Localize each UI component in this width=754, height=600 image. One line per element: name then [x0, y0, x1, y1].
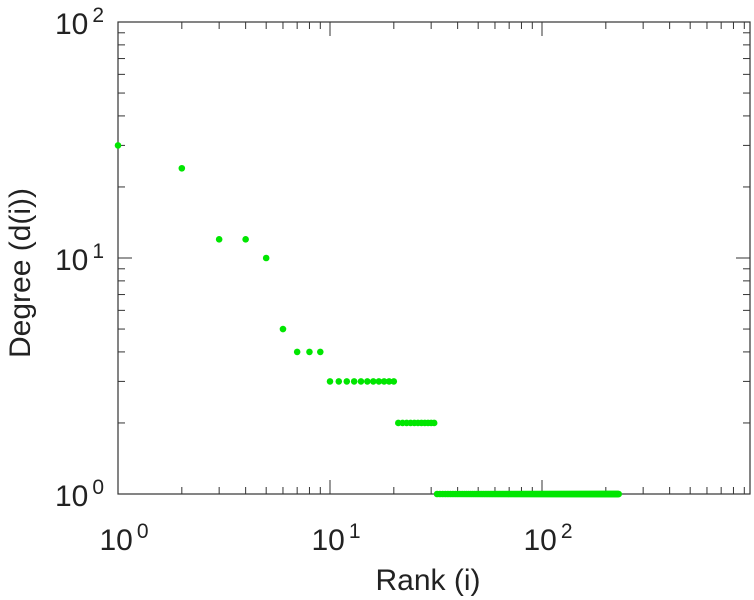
x-axis-label: Rank (i): [375, 564, 480, 597]
x-tick-label: 10 0: [99, 520, 148, 557]
data-point: [326, 378, 334, 385]
data-point: [306, 348, 313, 356]
y-tick-label: 10 2: [55, 4, 104, 41]
data-point: [335, 378, 343, 385]
data-point: [350, 378, 358, 385]
data-point: [279, 325, 287, 333]
tick-marks: [117, 21, 750, 495]
data-point: [390, 378, 398, 385]
data-point: [242, 236, 249, 243]
data-point: [215, 236, 223, 243]
data-point: [262, 254, 270, 262]
data-point: [293, 348, 301, 356]
tick-labels: 10 0 10 1 10 2 10 0 10 1 10 2: [55, 4, 573, 557]
data-points: [114, 142, 622, 498]
data-point: [364, 378, 371, 385]
data-point: [375, 378, 383, 385]
y-tick-label: 10 1: [55, 240, 104, 277]
data-point: [615, 490, 622, 498]
data-point: [369, 378, 377, 385]
y-tick-label: 10 0: [55, 476, 104, 513]
data-point: [430, 419, 438, 427]
data-point: [114, 142, 122, 149]
data-point: [178, 164, 186, 172]
x-tick-label: 10 1: [311, 520, 360, 557]
x-tick-label: 10 2: [523, 520, 572, 557]
data-point: [343, 378, 351, 385]
data-point: [385, 378, 393, 385]
data-point: [316, 348, 324, 356]
data-point: [380, 378, 388, 385]
data-point: [357, 378, 365, 385]
y-axis-label: Degree (d(i)): [4, 188, 37, 358]
